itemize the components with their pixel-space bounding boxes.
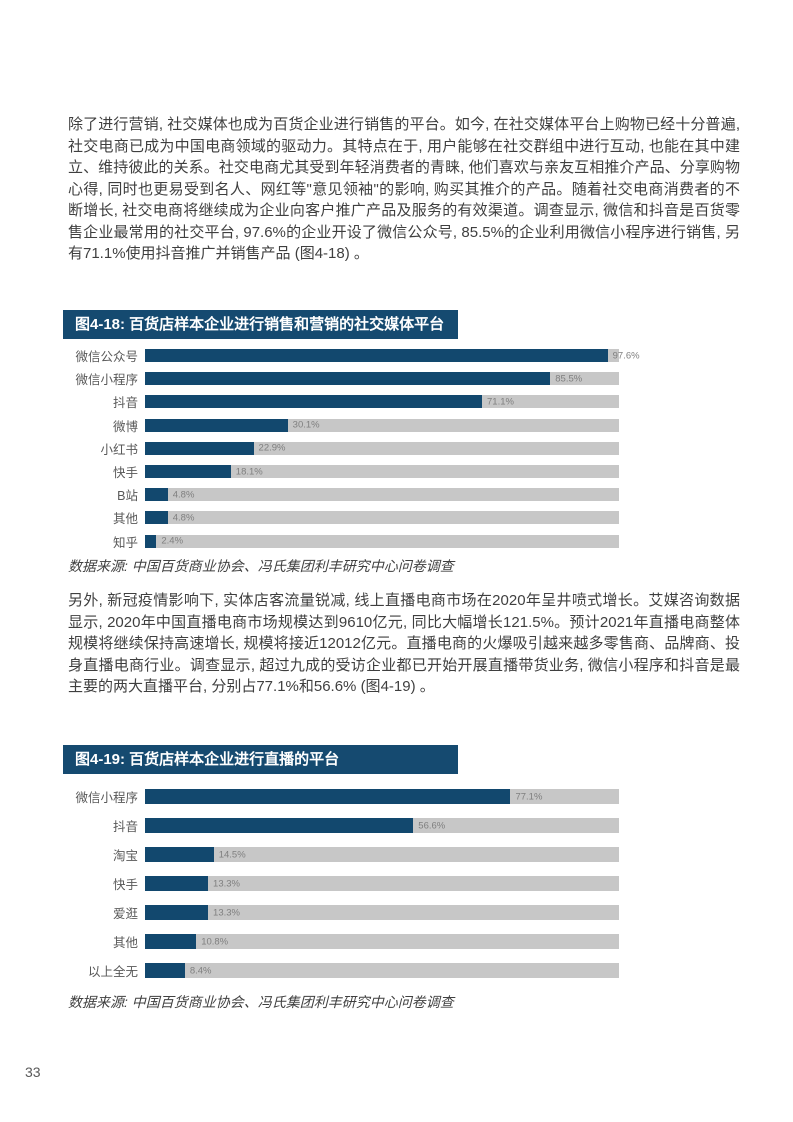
bar-row: B站 4.8%	[68, 483, 619, 506]
bar-value-label: 30.1%	[292, 419, 320, 431]
bar-category-label: 抖音	[112, 396, 138, 411]
figure-4-18-source: 数据来源: 中国百货商业协会、冯氏集团利丰研究中心问卷调查	[68, 558, 454, 574]
bar-category-label: 爱逛	[112, 907, 138, 921]
figure-4-18-bar-chart: 微信公众号 97.6% 微信小程序 85.5% 抖音 71.1% 微博 30.1% 小红书 22.…	[68, 344, 640, 553]
bar-row: 以上全无 8.4%	[68, 956, 619, 985]
bar-track: 77.1%	[145, 789, 619, 804]
bar-track: 18.1%	[145, 465, 619, 479]
bar-fill	[145, 372, 551, 386]
bar-value-label: 22.9%	[258, 442, 286, 454]
figure-4-19-bar-chart: 微信小程序 77.1% 抖音 56.6% 淘宝 14.5% 快手 13.3% 爱逛 13.3% 其他…	[68, 782, 619, 985]
bar-category-label: 其他	[112, 512, 138, 527]
bar-category-label: 微博	[112, 419, 138, 434]
bar-track: 22.9%	[145, 441, 619, 455]
bar-category-label: 淘宝	[112, 849, 138, 863]
bar-category-label: 抖音	[112, 820, 138, 834]
bar-value-label: 97.6%	[612, 350, 640, 362]
bar-row: 微信小程序 77.1%	[68, 782, 619, 811]
bar-track: 4.8%	[145, 511, 619, 525]
bar-row: 微信公众号 97.6%	[68, 344, 640, 367]
bar-fill	[145, 488, 168, 502]
bar-value-label: 2.4%	[161, 535, 184, 547]
bar-value-label: 18.1%	[235, 466, 263, 478]
bar-fill	[145, 511, 168, 525]
paragraph-livestream-commerce: 另外, 新冠疫情影响下, 实体店客流量锐减, 线上直播电商市场在2020年呈井喷…	[68, 592, 740, 695]
bar-fill	[145, 934, 197, 949]
bar-track: 8.4%	[145, 963, 619, 978]
bar-value-label: 85.5%	[555, 373, 583, 385]
bar-fill	[145, 963, 185, 978]
bar-track: 4.8%	[145, 488, 619, 502]
bar-row: 快手 13.3%	[68, 869, 619, 898]
bar-value-label: 8.4%	[189, 965, 212, 976]
bar-category-label: 微信公众号	[75, 350, 138, 365]
bar-track: 10.8%	[145, 934, 619, 949]
bar-track: 30.1%	[145, 418, 619, 432]
bar-value-label: 4.8%	[172, 489, 195, 501]
bar-row: 知乎 2.4%	[68, 530, 619, 553]
bar-row: 微信小程序 85.5%	[68, 367, 619, 390]
bar-category-label: 微信小程序	[75, 791, 138, 805]
bar-track: 71.1%	[145, 395, 619, 409]
page-number: 33	[25, 1064, 41, 1080]
bar-category-label: 快手	[112, 878, 138, 892]
figure-4-19-title-bar: 图4-19: 百货店样本企业进行直播的平台	[63, 745, 458, 774]
bar-value-label: 56.6%	[418, 820, 446, 831]
bar-category-label: 快手	[112, 466, 138, 481]
bar-track: 14.5%	[145, 847, 619, 862]
bar-category-label: 微信小程序	[75, 373, 138, 388]
bar-category-label: 以上全无	[87, 965, 138, 979]
bar-row: 其他 4.8%	[68, 506, 619, 529]
bar-row: 抖音 71.1%	[68, 390, 619, 413]
bar-row: 快手 18.1%	[68, 460, 619, 483]
bar-fill	[145, 395, 482, 409]
bar-category-label: B站	[117, 489, 138, 504]
bar-track: 97.6%	[145, 349, 640, 363]
bar-track: 13.3%	[145, 876, 619, 891]
bar-track: 56.6%	[145, 818, 619, 833]
bar-value-label: 13.3%	[213, 907, 240, 918]
bar-value-label: 10.8%	[201, 936, 229, 947]
bar-row: 爱逛 13.3%	[68, 898, 619, 927]
bar-value-label: 4.8%	[172, 512, 195, 524]
bar-track: 13.3%	[145, 905, 619, 920]
bar-fill	[145, 847, 214, 862]
bar-fill	[145, 465, 231, 479]
bar-fill	[145, 818, 414, 833]
bar-value-label: 71.1%	[487, 396, 514, 408]
bar-track: 2.4%	[145, 534, 619, 548]
bar-fill	[145, 349, 608, 363]
figure-4-18-title-bar: 图4-18: 百货店样本企业进行销售和营销的社交媒体平台	[63, 310, 458, 339]
paragraph-social-commerce: 除了进行营销, 社交媒体也成为百货企业进行销售的平台。如今, 在社交媒体平台上购…	[68, 116, 740, 262]
bar-category-label: 知乎	[112, 535, 138, 550]
bar-track: 85.5%	[145, 372, 619, 386]
bar-fill	[145, 418, 288, 432]
bar-fill	[145, 789, 511, 804]
bar-value-label: 77.1%	[515, 791, 543, 802]
bar-row: 小红书 22.9%	[68, 437, 619, 460]
bar-fill	[145, 441, 254, 455]
bar-fill	[145, 905, 209, 920]
bar-category-label: 其他	[112, 936, 138, 950]
figure-4-19-source: 数据来源: 中国百货商业协会、冯氏集团利丰研究中心问卷调查	[68, 994, 454, 1010]
bar-fill	[145, 534, 157, 548]
bar-row: 抖音 56.6%	[68, 811, 619, 840]
bar-row: 其他 10.8%	[68, 927, 619, 956]
bar-category-label: 小红书	[100, 442, 138, 457]
bar-row: 微博 30.1%	[68, 414, 619, 437]
bar-value-label: 13.3%	[213, 878, 240, 889]
bar-row: 淘宝 14.5%	[68, 840, 619, 869]
bar-fill	[145, 876, 209, 891]
bar-value-label: 14.5%	[218, 849, 246, 860]
